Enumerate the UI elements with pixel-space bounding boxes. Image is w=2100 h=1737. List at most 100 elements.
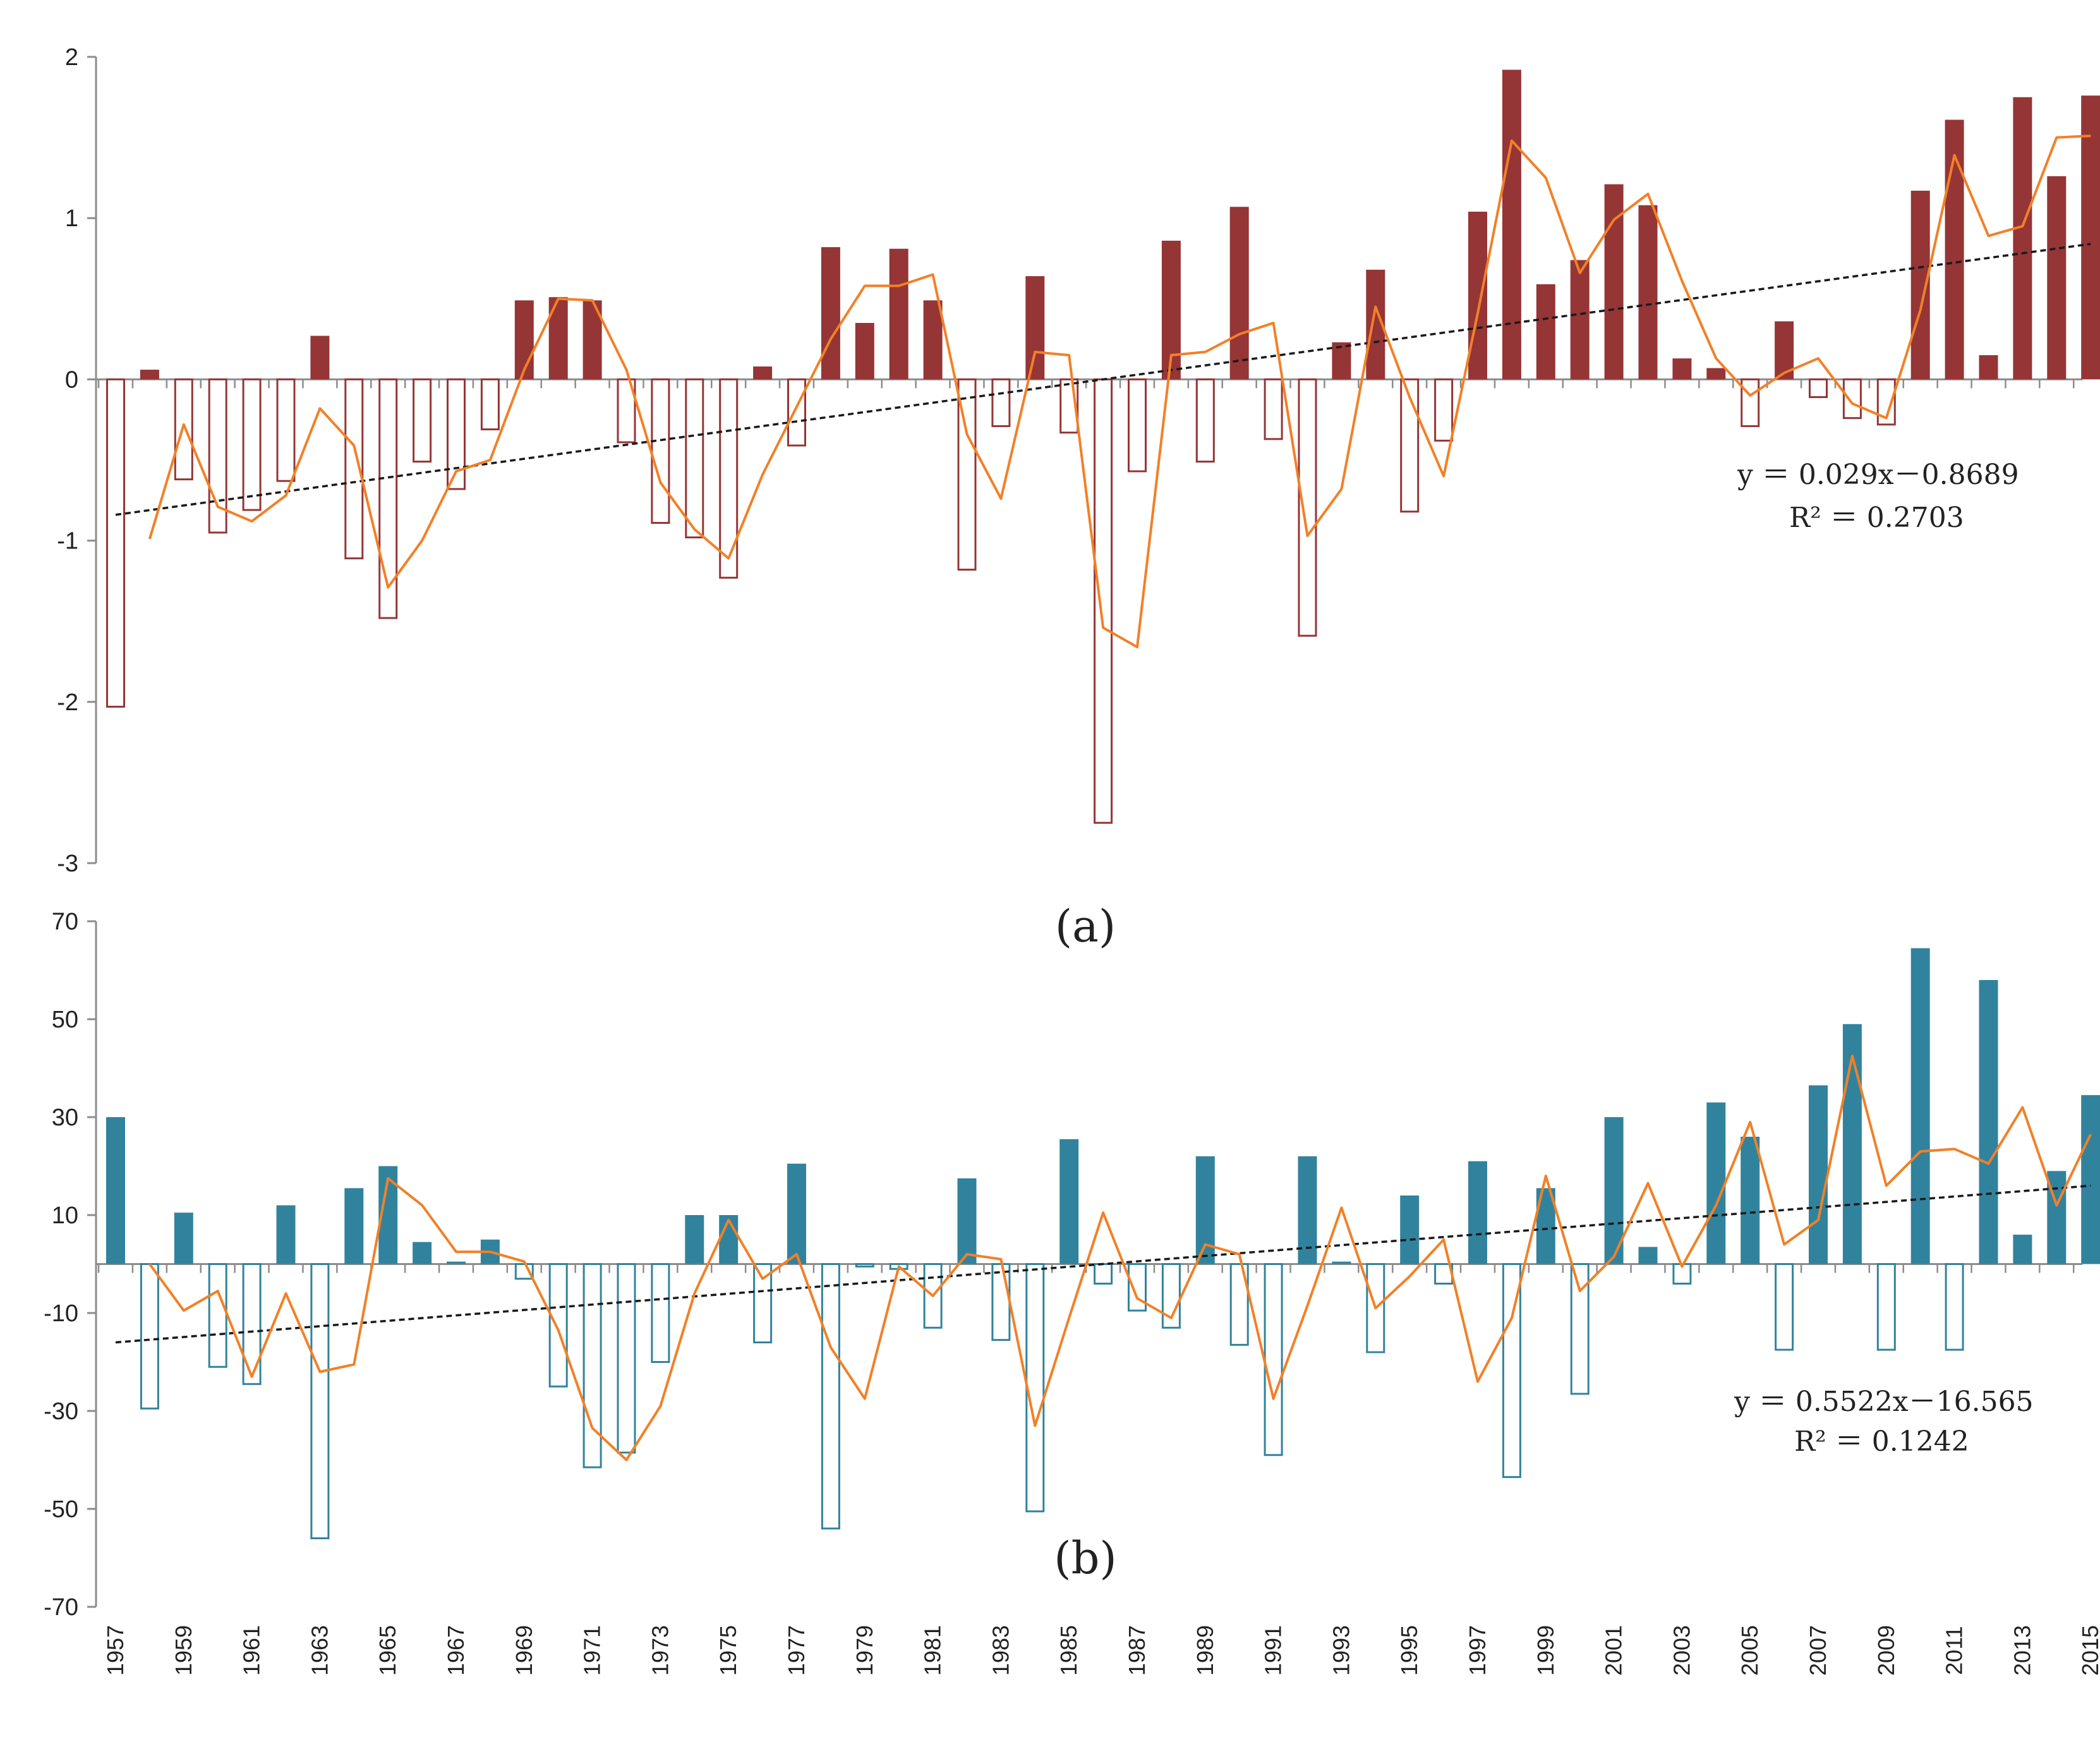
b-bar-1985 (1059, 1139, 1079, 1264)
panel-a-label: (a) (1055, 900, 1116, 952)
a-bar-2011 (1945, 119, 1964, 380)
b-bar-1991 (1264, 1263, 1283, 1456)
b-y-tick-label: -30 (44, 1398, 78, 1425)
a-bar-2005 (1741, 378, 1760, 427)
b-bar-1983 (991, 1263, 1011, 1341)
b-bar-1967 (447, 1261, 466, 1264)
x-tick-label-1989: 1989 (1192, 1625, 1218, 1676)
x-tick-label-1973: 1973 (647, 1625, 673, 1676)
a-bar-1997 (1468, 211, 1487, 380)
panel-b-r-squared: R² ＝ 0.1242 (1794, 1425, 1969, 1458)
a-bar-1987 (1128, 378, 1147, 473)
x-tick-label-1969: 1969 (511, 1625, 537, 1676)
a-bar-2015 (2081, 95, 2100, 380)
a-bar-2003 (1672, 358, 1692, 380)
b-bar-1970 (548, 1263, 568, 1388)
x-tick-label-1997: 1997 (1464, 1625, 1490, 1676)
a-bar-1962 (276, 378, 296, 482)
a-bar-1959 (174, 378, 193, 481)
b-bar-2013 (2013, 1235, 2032, 1264)
a-bar-1992 (1298, 378, 1317, 637)
a-bar-2001 (1604, 184, 1624, 380)
a-bar-1989 (1195, 378, 1215, 463)
b-y-tick-label: -10 (44, 1300, 78, 1327)
b-y-tick-label: 70 (52, 909, 78, 935)
a-y-tick-label: -1 (57, 528, 78, 555)
b-bar-1961 (242, 1263, 262, 1385)
a-y-tick-label: -2 (57, 689, 78, 716)
b-bar-1992 (1298, 1156, 1317, 1264)
b-bar-1963 (310, 1263, 330, 1539)
a-bar-1993 (1332, 342, 1351, 380)
b-bar-1976 (753, 1263, 773, 1343)
a-bar-1981 (923, 300, 943, 380)
b-bar-2001 (1604, 1117, 1624, 1264)
a-bar-1975 (719, 378, 739, 579)
b-bar-2007 (1809, 1085, 1828, 1264)
b-y-tick-label: 30 (52, 1105, 78, 1131)
a-bar-1970 (548, 297, 568, 380)
b-bar-2009 (1876, 1263, 1896, 1351)
b-bar-1993 (1332, 1261, 1351, 1264)
x-tick-label-1979: 1979 (852, 1625, 878, 1676)
a-bar-1978 (821, 247, 840, 380)
b-bar-1974 (685, 1215, 704, 1264)
b-bar-1959 (174, 1213, 193, 1264)
a-bar-1980 (889, 248, 908, 380)
x-tick-label-1959: 1959 (171, 1625, 196, 1676)
a-bar-1968 (480, 378, 500, 431)
x-tick-label-1983: 1983 (987, 1625, 1013, 1676)
a-bar-1986 (1094, 378, 1113, 824)
x-tick-label-1963: 1963 (306, 1625, 332, 1676)
a-bar-1991 (1264, 378, 1283, 440)
b-bar-2002 (1638, 1247, 1658, 1264)
b-bar-2006 (1775, 1263, 1794, 1351)
b-bar-1979 (855, 1263, 874, 1268)
x-tick-label-1957: 1957 (102, 1625, 128, 1676)
x-tick-label-1995: 1995 (1396, 1625, 1422, 1676)
b-bar-1960 (208, 1263, 227, 1368)
b-bar-1989 (1195, 1156, 1215, 1264)
b-y-tick-label: -70 (44, 1594, 78, 1621)
a-bar-1976 (753, 366, 773, 380)
a-bar-1974 (685, 378, 704, 538)
b-bar-1997 (1468, 1161, 1487, 1264)
x-tick-label-2011: 2011 (1941, 1626, 1967, 1674)
b-bar-1964 (344, 1188, 364, 1264)
b-bar-1987 (1128, 1263, 1147, 1312)
x-tick-label-1999: 1999 (1533, 1625, 1559, 1676)
a-bar-1961 (242, 378, 262, 511)
b-trend-line (115, 1184, 2091, 1344)
a-bar-1996 (1434, 378, 1454, 442)
a-bar-2013 (2013, 97, 2032, 380)
panel-a: 2 1 0 -1 -2 -3 (57, 44, 2100, 877)
b-bar-1958 (140, 1263, 159, 1410)
b-bar-1990 (1229, 1263, 1249, 1346)
a-bar-1999 (1536, 284, 1555, 380)
a-y-tick-label: 0 (65, 366, 78, 393)
x-tick-label-2009: 2009 (1873, 1625, 1899, 1676)
x-tick-label-2005: 2005 (1737, 1625, 1763, 1676)
b-bar-2005 (1741, 1137, 1760, 1264)
b-y-tick-label: -50 (44, 1496, 78, 1523)
x-tick-label-1967: 1967 (443, 1625, 469, 1676)
x-tick-label-2013: 2013 (2009, 1625, 2035, 1676)
b-bar-1978 (821, 1263, 840, 1530)
panel-b-label: (b) (1054, 1532, 1116, 1584)
b-bar-1966 (413, 1242, 432, 1264)
b-bar-1962 (276, 1205, 296, 1264)
x-tick-label-1965: 1965 (375, 1625, 401, 1676)
b-bar-2012 (1979, 980, 1998, 1264)
a-trend-line (115, 243, 2091, 516)
b-bar-1972 (617, 1263, 636, 1454)
b-bar-1957 (106, 1117, 125, 1264)
x-tick-label-1975: 1975 (715, 1625, 741, 1676)
b-bar-2010 (1910, 948, 1930, 1264)
b-bar-1977 (787, 1163, 806, 1264)
a-bar-1995 (1400, 378, 1420, 513)
a-bar-1957 (106, 378, 125, 708)
a-bar-1963 (310, 336, 330, 380)
x-tick-label-1961: 1961 (239, 1625, 265, 1676)
a-bar-1977 (787, 378, 806, 447)
